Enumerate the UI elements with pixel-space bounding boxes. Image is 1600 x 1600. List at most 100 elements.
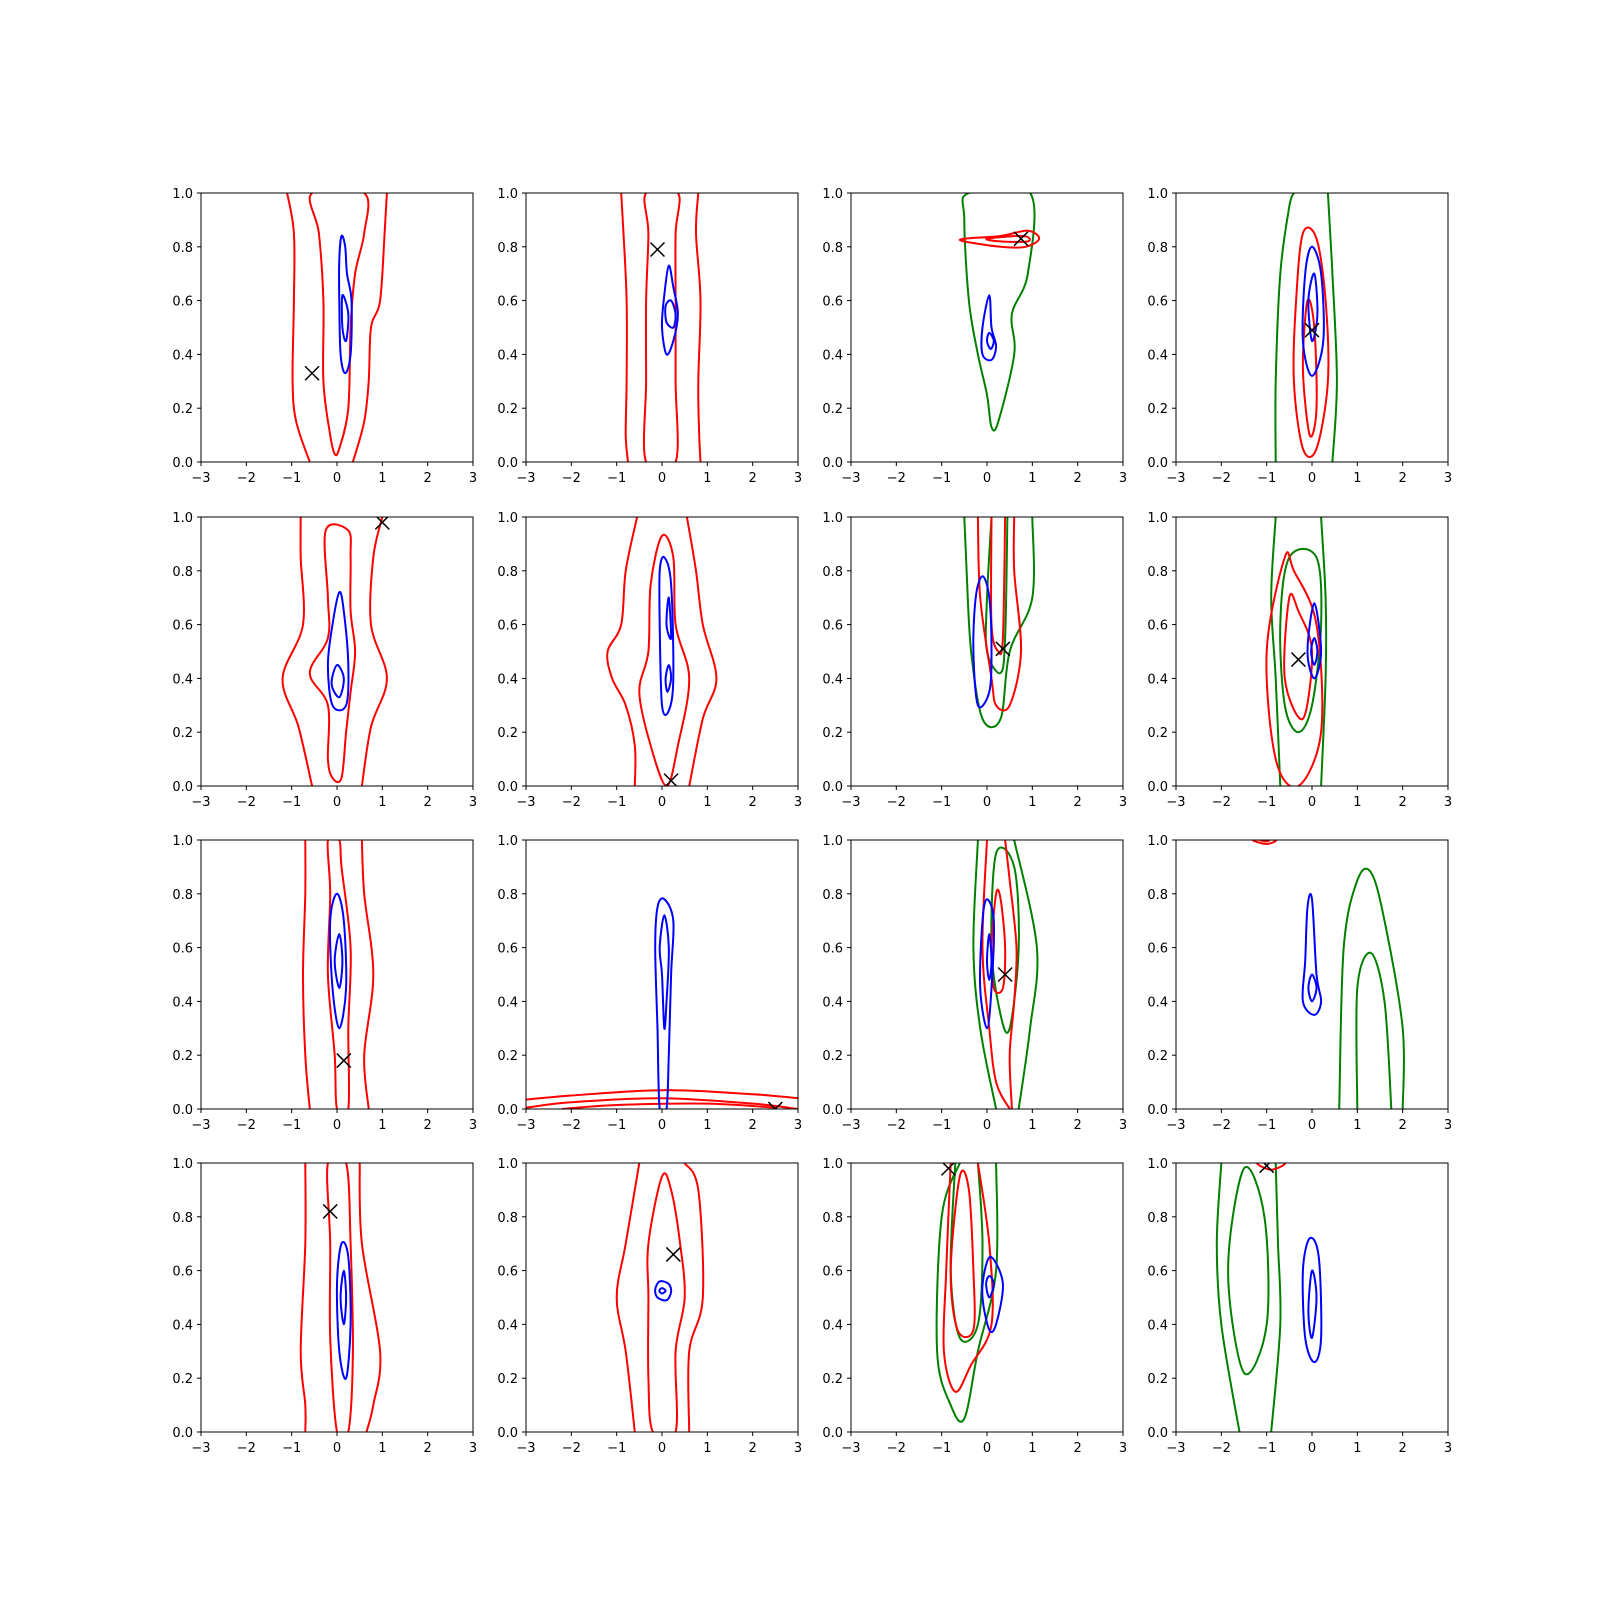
x-tick-label: 1 — [378, 1441, 386, 1456]
green-contour-line — [963, 517, 1035, 729]
x-tick-label: 0 — [1308, 1441, 1316, 1456]
x-tick-label: −3 — [1166, 1441, 1185, 1456]
y-tick-label: 0.8 — [822, 1211, 843, 1226]
x-tick-label: 1 — [1353, 795, 1361, 810]
red-contour-line — [646, 1172, 686, 1432]
y-tick-label: 0.4 — [1147, 348, 1168, 363]
red-contour-line — [990, 517, 1007, 656]
subplot-r0-c1: −3 −2 −1 0 1 2 3 0.0 0.2 0.4 0.6 0.8 1.0 — [497, 187, 802, 486]
blue-contour-line — [330, 664, 345, 699]
subplot-r1-c0: −3 −2 −1 0 1 2 3 0.0 0.2 0.4 0.6 0.8 1.0 — [172, 511, 477, 810]
x-tick-label: 2 — [424, 1441, 432, 1456]
subplot-r0-c0: −3 −2 −1 0 1 2 3 0.0 0.2 0.4 0.6 0.8 1.0 — [172, 187, 477, 486]
x-marker — [322, 1203, 338, 1219]
y-tick-label: 0.6 — [172, 942, 193, 957]
x-tick-label: −3 — [841, 1441, 860, 1456]
x-tick-label: −1 — [1257, 1118, 1276, 1133]
red-contour-line — [1004, 840, 1018, 1109]
y-tick-label: 0.0 — [172, 1103, 193, 1118]
y-tick-label: 1.0 — [497, 1157, 518, 1172]
x-tick-label: −2 — [1212, 795, 1231, 810]
axes-frame — [525, 1162, 799, 1433]
x-tick-label: −2 — [887, 471, 906, 486]
x-tick-label: −3 — [1166, 471, 1185, 486]
y-tick-label: 0.2 — [172, 1372, 193, 1387]
y-tick-label: 0.2 — [172, 402, 193, 417]
x-tick-label: −1 — [932, 471, 951, 486]
x-tick-label: −3 — [191, 1441, 210, 1456]
y-tick-label: 0.4 — [172, 995, 193, 1010]
x-tick-label: 1 — [378, 471, 386, 486]
subplot-r0-c3: −3 −2 −1 0 1 2 3 0.0 0.2 0.4 0.6 0.8 1.0 — [1147, 187, 1452, 486]
subplot-r3-c2: −3 −2 −1 0 1 2 3 0.0 0.2 0.4 0.6 0.8 1.0 — [822, 1157, 1127, 1456]
x-tick-label: −2 — [562, 1441, 581, 1456]
x-tick-label: 1 — [1353, 471, 1361, 486]
y-tick-label: 1.0 — [822, 834, 843, 849]
blue-contour-line — [1307, 973, 1318, 1003]
x-tick-label: 2 — [1399, 471, 1407, 486]
x-tick-label: −3 — [191, 795, 210, 810]
x-tick-label: 3 — [794, 1441, 802, 1456]
blue-contour-line — [338, 234, 353, 375]
axes-frame — [200, 516, 474, 787]
red-contour-line — [1265, 551, 1324, 786]
x-tick-label: −2 — [562, 795, 581, 810]
x-tick-label: −3 — [1166, 795, 1185, 810]
axes-frame — [200, 192, 474, 463]
y-tick-label: 0.2 — [497, 1049, 518, 1064]
red-contour-line — [949, 1169, 976, 1339]
y-tick-label: 0.4 — [172, 1318, 193, 1333]
x-tick-label: −1 — [282, 795, 301, 810]
y-tick-label: 0.2 — [1147, 402, 1168, 417]
y-tick-label: 0.8 — [822, 888, 843, 903]
y-tick-label: 0.0 — [1147, 780, 1168, 795]
y-tick-label: 0.2 — [172, 726, 193, 741]
plot-area — [615, 1163, 705, 1432]
y-tick-label: 0.4 — [822, 995, 843, 1010]
y-tick-label: 0.2 — [822, 726, 843, 741]
axes-frame — [1175, 192, 1449, 463]
blue-contour-line — [1301, 1236, 1323, 1364]
x-tick-label: 2 — [1399, 1118, 1407, 1133]
y-tick-label: 1.0 — [497, 834, 518, 849]
y-tick-label: 0.2 — [1147, 1372, 1168, 1387]
x-tick-label: 3 — [469, 471, 477, 486]
green-contour-line — [1215, 1163, 1241, 1432]
y-tick-label: 0.0 — [172, 780, 193, 795]
x-tick-label: 0 — [658, 471, 666, 486]
x-tick-label: 2 — [424, 795, 432, 810]
plot-area — [958, 193, 1041, 432]
x-tick-label: 0 — [983, 1441, 991, 1456]
red-contour-line — [694, 193, 702, 462]
y-tick-label: 1.0 — [172, 1157, 193, 1172]
x-tick-label: 3 — [1444, 795, 1452, 810]
blue-contour-line — [333, 933, 344, 989]
y-tick-label: 0.6 — [822, 295, 843, 310]
x-tick-label: 1 — [1028, 1118, 1036, 1133]
y-tick-label: 1.0 — [172, 187, 193, 202]
red-contour-line — [942, 1163, 994, 1393]
x-tick-label: 0 — [658, 1118, 666, 1133]
x-tick-label: 1 — [378, 1118, 386, 1133]
y-tick-label: 0.4 — [172, 348, 193, 363]
x-tick-label: 0 — [983, 471, 991, 486]
axes-frame — [850, 192, 1124, 463]
x-tick-label: 2 — [1074, 795, 1082, 810]
x-tick-label: −2 — [237, 1118, 256, 1133]
y-tick-label: 0.6 — [822, 942, 843, 957]
plot-area — [963, 517, 1035, 729]
x-marker — [1259, 1163, 1275, 1174]
y-tick-label: 0.8 — [822, 241, 843, 256]
y-tick-label: 0.8 — [172, 565, 193, 580]
x-tick-label: −3 — [516, 471, 535, 486]
blue-contour-line — [654, 897, 675, 1109]
y-tick-label: 0.6 — [172, 295, 193, 310]
green-contour-line — [972, 840, 998, 1109]
red-contour-line — [606, 517, 639, 786]
y-tick-label: 0.6 — [1147, 295, 1168, 310]
subplot-r3-c1: −3 −2 −1 0 1 2 3 0.0 0.2 0.4 0.6 0.8 1.0 — [497, 1157, 802, 1456]
x-tick-label: 0 — [658, 1441, 666, 1456]
x-marker — [1290, 652, 1306, 668]
blue-contour-line — [328, 892, 348, 1030]
subplot-r2-c3: −3 −2 −1 0 1 2 3 0.0 0.2 0.4 0.6 0.8 1.0 — [1147, 834, 1452, 1133]
